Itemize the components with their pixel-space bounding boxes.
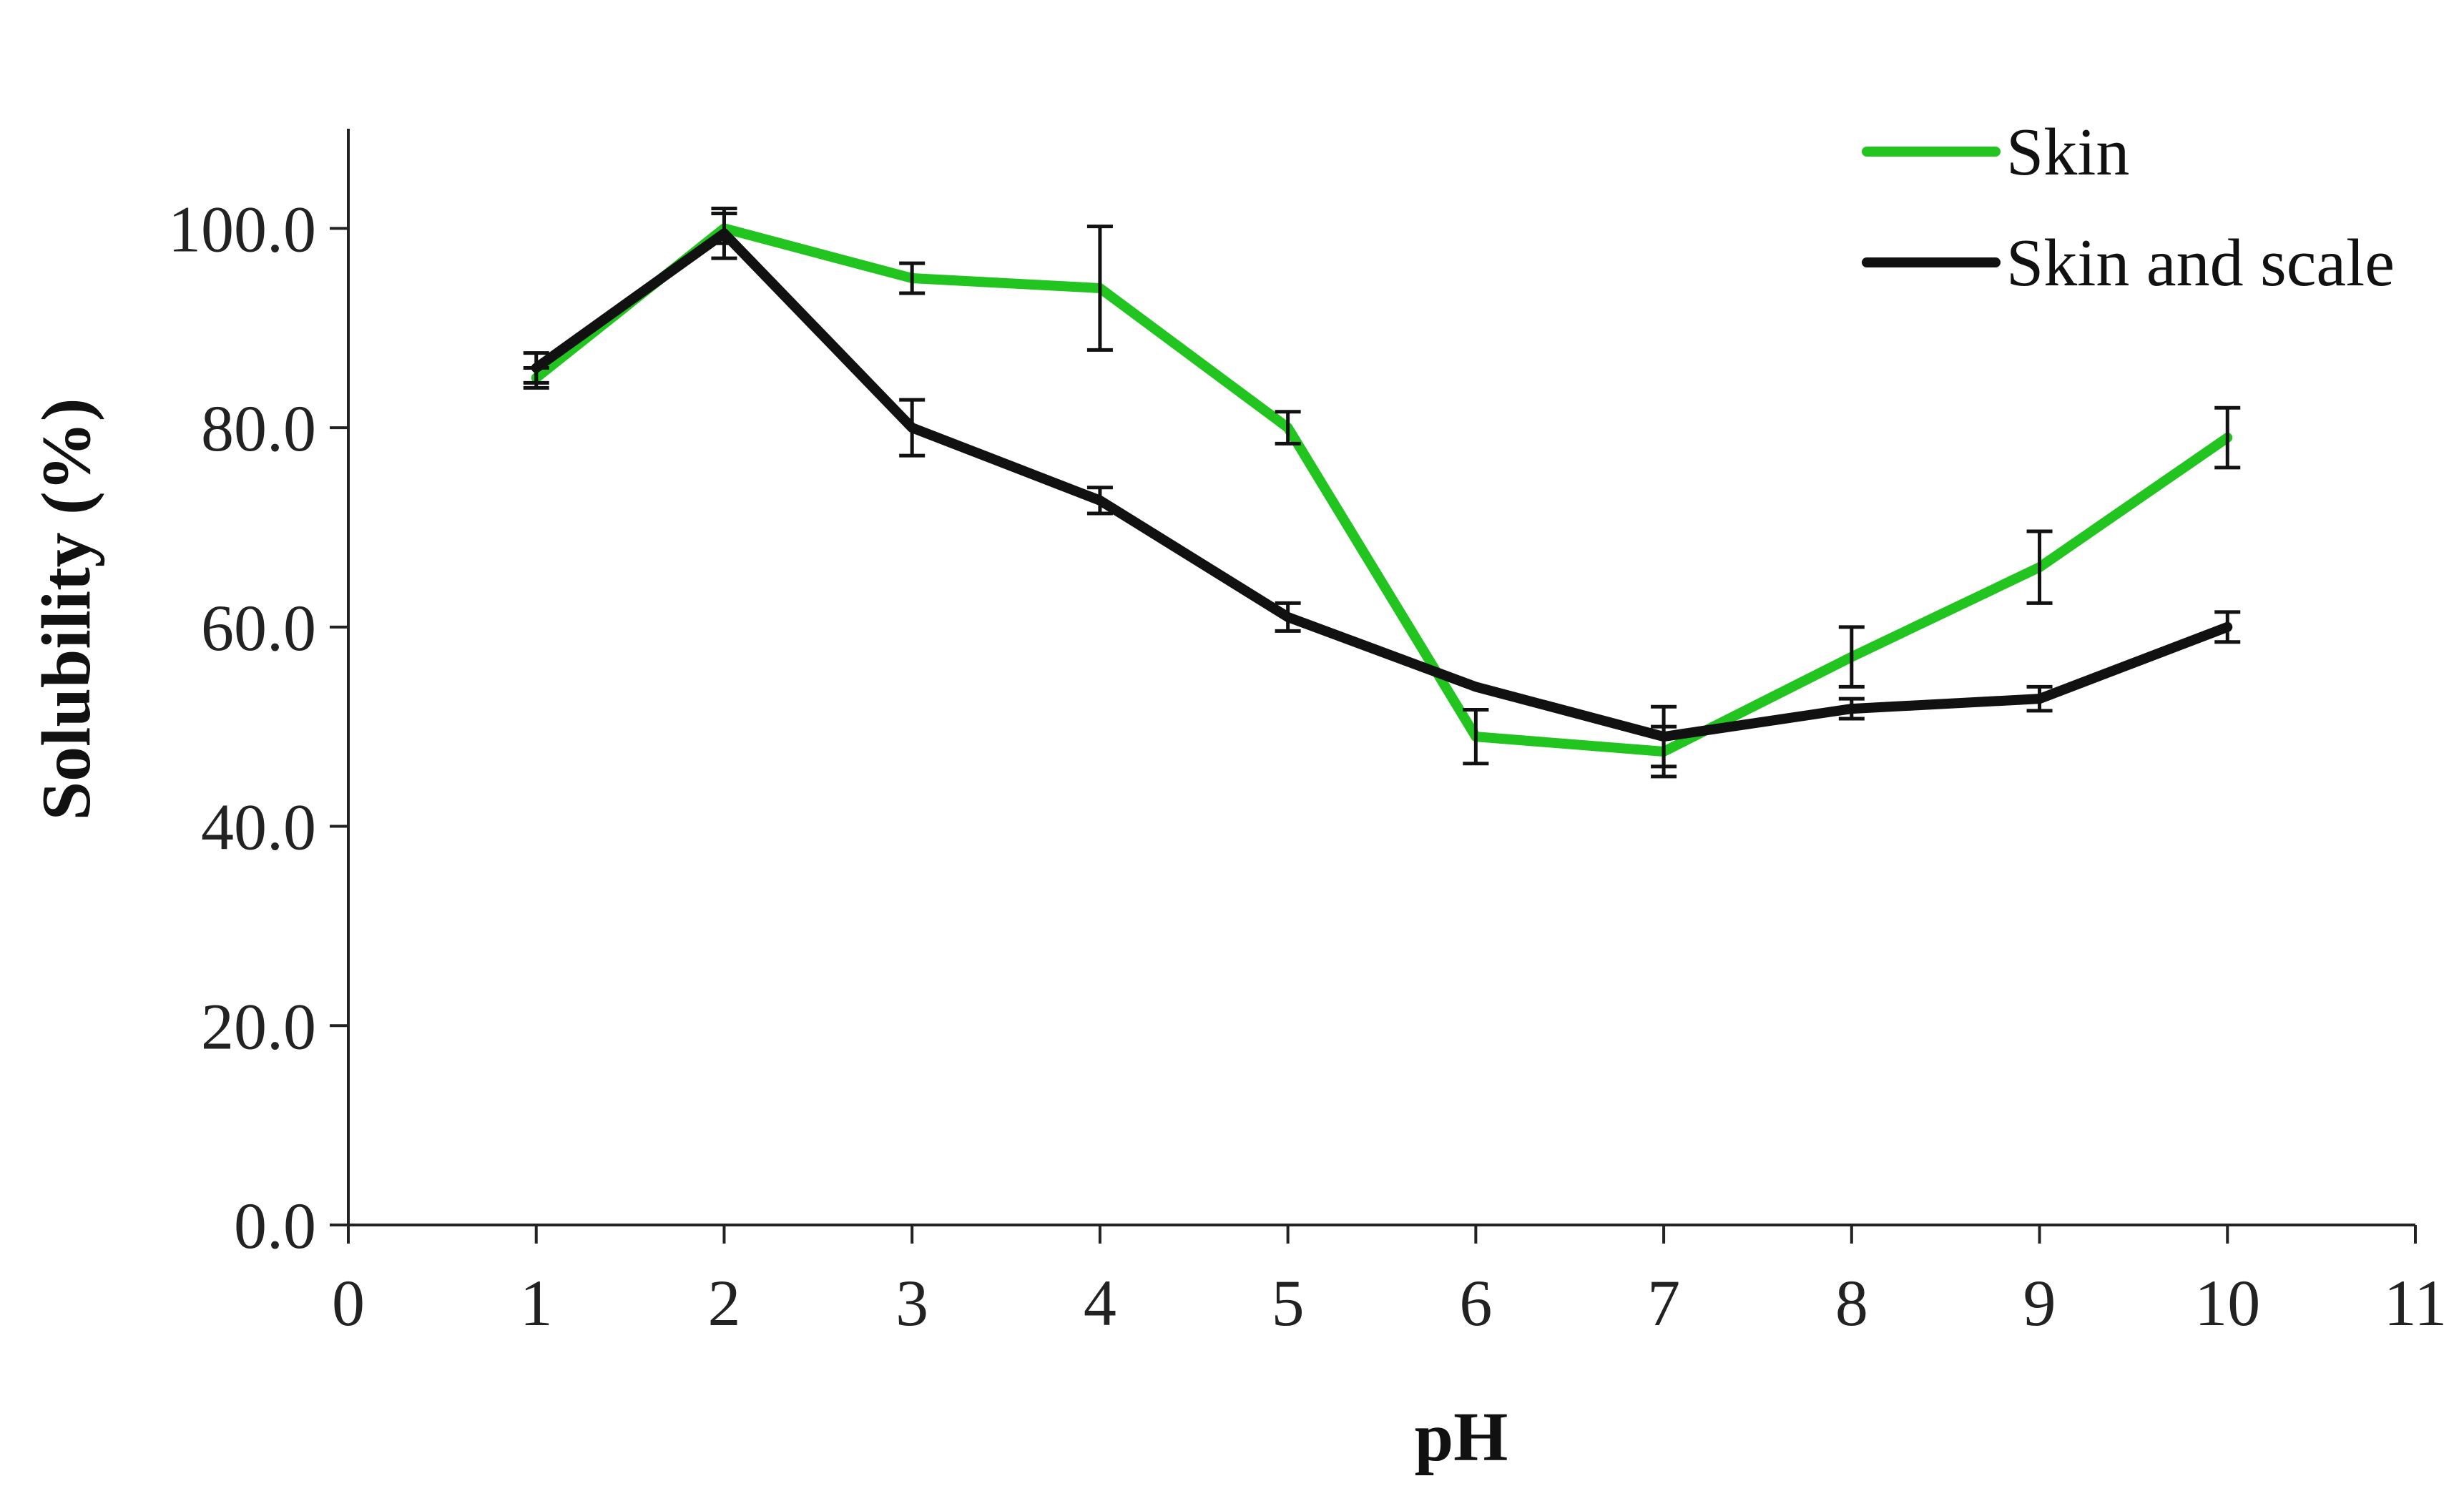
x-tick-label: 3 — [895, 1266, 928, 1339]
error-bar — [1838, 697, 1865, 721]
axes — [347, 129, 2415, 1226]
error-bar — [1086, 225, 1113, 352]
legend-item: Skin — [1862, 115, 2129, 190]
error-bar — [1275, 410, 1301, 446]
x-tick-label: 5 — [1272, 1266, 1305, 1339]
y-tick-label: 40.0 — [201, 791, 316, 864]
x-tick-label: 7 — [1647, 1266, 1680, 1339]
x-tick-label: 2 — [707, 1266, 740, 1339]
error-bar — [2214, 405, 2241, 470]
y-tick-label: 60.0 — [201, 591, 316, 664]
error-bar — [899, 398, 926, 458]
x-tick-label: 9 — [2023, 1266, 2056, 1339]
y-tick-label: 0.0 — [234, 1189, 316, 1262]
y-tick-label: 100.0 — [168, 192, 316, 265]
series-line — [531, 223, 2233, 757]
error-bar — [1651, 704, 1677, 769]
error-bar — [899, 261, 926, 295]
x-ticks: 0 1 2 3 4 5 6 7 8 9 10 11 — [332, 1225, 2447, 1339]
error-bar — [2026, 684, 2053, 713]
error-bar — [1838, 625, 1865, 689]
error-bar — [523, 351, 549, 385]
error-bar — [711, 206, 737, 260]
x-tick-label: 4 — [1084, 1266, 1116, 1339]
series-layer — [523, 206, 2241, 779]
x-tick-label: 0 — [332, 1266, 365, 1339]
y-tick-label: 20.0 — [201, 990, 316, 1063]
legend: Skin Skin and scale — [1862, 115, 2395, 300]
x-tick-label: 6 — [1459, 1266, 1492, 1339]
legend-item: Skin and scale — [1862, 226, 2395, 300]
error-bar — [1275, 601, 1301, 633]
error-bar — [2214, 610, 2241, 644]
error-bar — [2026, 529, 2053, 605]
y-axis-title: Solubility (%) — [28, 398, 105, 821]
y-tick-label: 80.0 — [201, 392, 316, 465]
x-tick-label: 11 — [2384, 1266, 2448, 1339]
x-tick-label: 1 — [520, 1266, 553, 1339]
error-bar — [1086, 486, 1113, 516]
y-ticks: 0.0 20.0 40.0 60.0 80.0 100.0 — [168, 192, 348, 1262]
x-tick-label: 10 — [2194, 1266, 2260, 1339]
series-skin-and-scale — [523, 206, 2241, 769]
x-tick-label: 8 — [1835, 1266, 1868, 1339]
series-line — [531, 228, 2233, 742]
legend-label: Skin — [2006, 115, 2129, 190]
error-bar — [1463, 707, 1489, 766]
x-axis-title: pH — [1415, 1399, 1508, 1476]
legend-label: Skin and scale — [2006, 226, 2395, 300]
